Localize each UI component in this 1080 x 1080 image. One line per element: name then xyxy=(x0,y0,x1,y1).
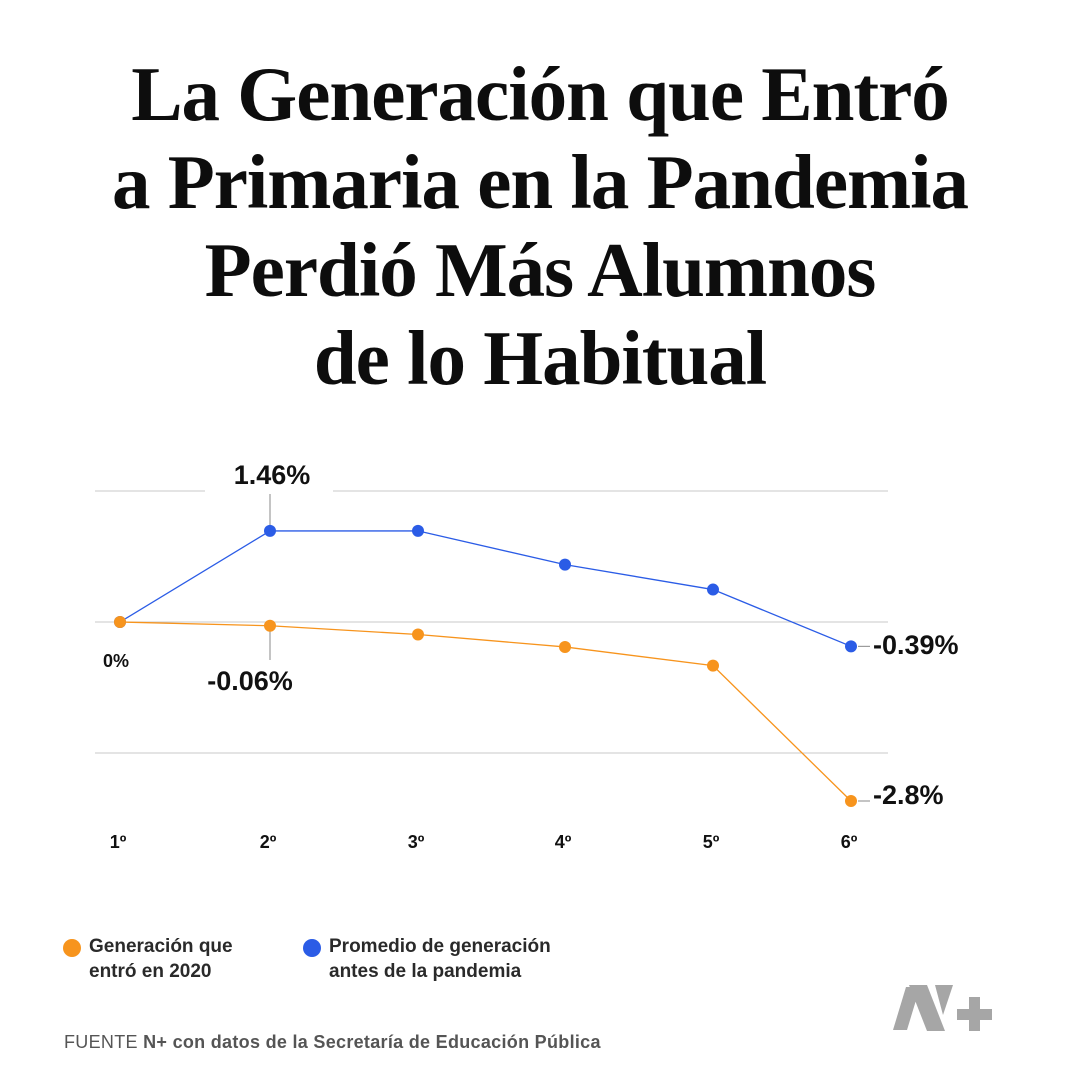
series-line-1 xyxy=(119,530,852,647)
x-tick-4: 5º xyxy=(703,832,720,852)
series-0-point-4 xyxy=(707,659,719,672)
series-line-0 xyxy=(119,621,852,802)
data-label-0: 1.46% xyxy=(234,460,311,490)
nplus-logo xyxy=(893,985,992,1031)
x-tick-2: 3º xyxy=(408,832,425,852)
data-label-1: 0% xyxy=(103,651,129,671)
legend-orange-label-1: Generación que xyxy=(89,936,233,957)
x-tick-0: 1º xyxy=(110,832,127,852)
series-0-point-1 xyxy=(264,619,276,632)
x-tick-1: 2º xyxy=(260,832,277,852)
series-1-point-5 xyxy=(845,640,857,653)
series-0-point-0 xyxy=(114,616,126,628)
source-text: con datos de la Secretaría de Educación … xyxy=(172,1032,601,1052)
label-mask xyxy=(205,484,333,498)
source-note: FUENTE N+ con datos de la Secretaría de … xyxy=(64,1032,601,1053)
chart-title: La Generación que Entró a Primaria en la… xyxy=(40,50,1040,402)
logo-n-shape-3 xyxy=(935,985,953,1015)
x-tick-3: 4º xyxy=(555,832,572,852)
legend-orange-label-2: entró en 2020 xyxy=(89,961,212,982)
title-line-4: de lo Habitual xyxy=(313,315,767,401)
legend-orange-dot-icon xyxy=(63,939,81,957)
data-label-3: -0.39% xyxy=(873,630,959,660)
logo-n-shape-2 xyxy=(909,985,945,1031)
logo-n-shape xyxy=(893,987,920,1030)
source-prefix: FUENTE xyxy=(64,1032,138,1052)
legend-blue-label-2: antes de la pandemia xyxy=(329,961,522,982)
legend-blue-label-1: Promedio de generación xyxy=(329,936,551,957)
title-line-2: a Primaria en la Pandemia xyxy=(111,139,969,225)
series-1-point-1 xyxy=(264,524,276,537)
series-1-point-2 xyxy=(412,524,424,537)
series-0-point-5 xyxy=(845,795,857,807)
legend-blue-dot-icon xyxy=(303,939,321,957)
legend-item-blue: Promedio de generación antes de la pande… xyxy=(303,934,551,984)
line-chart: 1.46% 0% -0.06% -0.39% -2.8% 1º 2º 3º 4º 5º 6º xyxy=(95,460,959,852)
series-0-point-3 xyxy=(559,640,571,653)
x-tick-5: 6º xyxy=(841,832,858,852)
legend-item-orange: Generación que entró en 2020 xyxy=(63,934,233,984)
series-1-point-4 xyxy=(707,583,719,596)
data-label-4: -2.8% xyxy=(873,780,944,810)
data-label-2: -0.06% xyxy=(207,666,293,696)
source-brand: N+ xyxy=(143,1032,168,1052)
title-line-3: Perdió Más Alumnos xyxy=(204,227,877,313)
logo-plus-h xyxy=(957,1009,992,1020)
title-line-1: La Generación que Entró xyxy=(131,51,950,137)
series-1-point-3 xyxy=(559,558,571,571)
series-0-point-2 xyxy=(412,628,424,641)
